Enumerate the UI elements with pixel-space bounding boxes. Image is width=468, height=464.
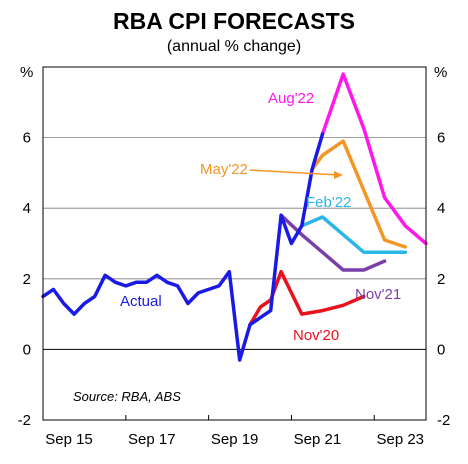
series-label-aug22: Aug'22 [268, 90, 314, 107]
series-line-may22 [310, 139, 408, 249]
y-tick-label-left: 4 [23, 200, 31, 217]
source-note: Source: RBA, ABS [73, 389, 181, 404]
x-tick-label: Sep 21 [294, 431, 342, 448]
y-tick-label-left: 0 [23, 341, 31, 358]
x-tick-label: Sep 17 [128, 431, 176, 448]
chart-title: RBA CPI FORECASTS [113, 8, 355, 34]
series-label-nov21: Nov'21 [355, 286, 401, 303]
series-line-aug22 [320, 72, 428, 246]
y-unit-left: % [20, 64, 33, 81]
gridlines [43, 137, 426, 350]
y-tick-label-right: -2 [437, 412, 450, 429]
x-tick-label: Sep 19 [211, 431, 259, 448]
series-label-nov20: Nov'20 [293, 327, 339, 344]
x-tick-label: Sep 23 [376, 431, 424, 448]
may22-label-arrow [249, 169, 339, 176]
series-line-nov20 [248, 269, 366, 327]
y-tick-label-left: 6 [23, 130, 31, 147]
x-axis-ticks: Sep 15 Sep 17 Sep 19 Sep 21 Sep 23 [42, 415, 424, 448]
y-tick-label-right: 2 [437, 271, 445, 288]
y-tick-label-right: 4 [437, 200, 445, 217]
series-label-actual: Actual [120, 293, 162, 310]
series-label-may22: May'22 [200, 161, 248, 178]
x-tick-label: Sep 15 [45, 431, 93, 448]
chart-subtitle: (annual % change) [166, 38, 302, 55]
plot-frame [42, 66, 427, 421]
series-lines [41, 72, 428, 362]
may22-label-arrowhead [334, 171, 343, 179]
y-unit-right: % [434, 64, 447, 81]
y-tick-label-left: 2 [23, 271, 31, 288]
series-label-feb22: Feb'22 [306, 194, 351, 211]
series-line-actual [41, 132, 325, 362]
series-line-nov21 [279, 213, 387, 272]
series-line-feb22 [300, 215, 408, 255]
y-tick-label-right: 0 [437, 341, 445, 358]
y-tick-label-right: 6 [437, 130, 445, 147]
y-tick-label-left: -2 [18, 412, 31, 429]
y-axis-ticks: -2 -2 0 0 2 2 4 4 6 6 [18, 130, 451, 429]
